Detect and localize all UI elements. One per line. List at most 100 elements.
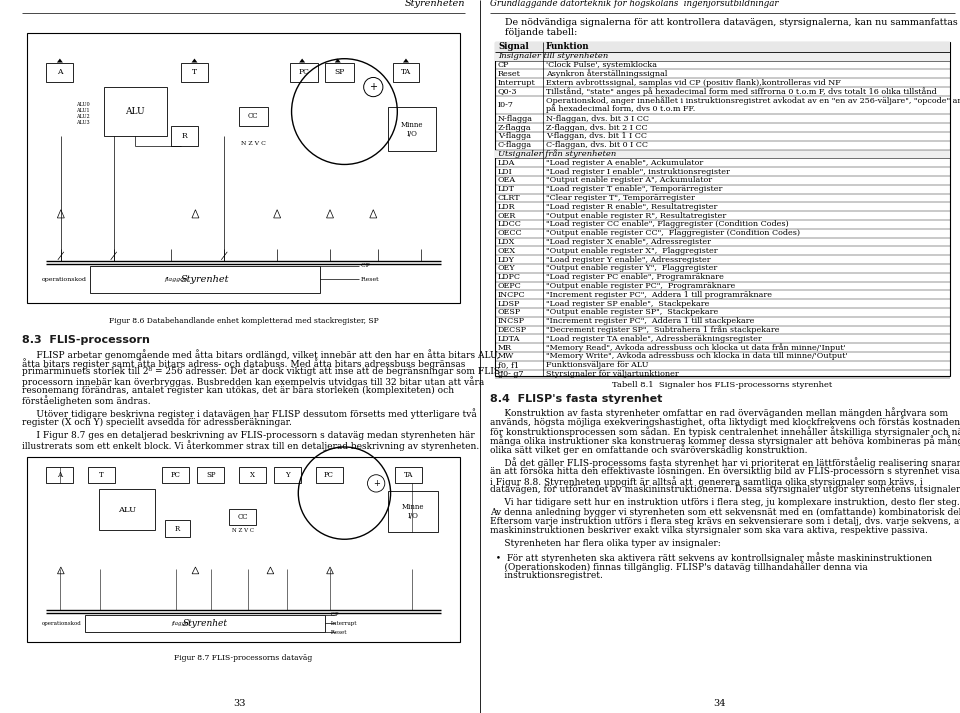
Text: Minne
I/O: Minne I/O xyxy=(400,120,423,138)
Text: "Clear register T", Temporärregister: "Clear register T", Temporärregister xyxy=(546,194,695,202)
Text: LDX: LDX xyxy=(498,238,516,246)
Text: flaggor: flaggor xyxy=(165,277,187,282)
Bar xyxy=(181,63,208,82)
Bar xyxy=(275,467,301,483)
Text: förståeligheten som ändras.: förståeligheten som ändras. xyxy=(22,395,151,406)
Bar xyxy=(239,107,268,126)
Text: register (X och Y) speciellt avsedda för adressberäkningar.: register (X och Y) speciellt avsedda för… xyxy=(22,417,292,426)
Text: Minne
I/O: Minne I/O xyxy=(401,503,424,520)
Text: "Output enable register PC",  Programräknare: "Output enable register PC", Programräkn… xyxy=(546,282,735,290)
Text: R: R xyxy=(182,132,188,140)
Text: g0- g7: g0- g7 xyxy=(498,370,523,378)
Text: OEPC: OEPC xyxy=(498,282,521,290)
Text: CP: CP xyxy=(498,61,510,69)
Text: OEA: OEA xyxy=(498,176,516,185)
Text: LDTA: LDTA xyxy=(498,335,520,343)
Bar xyxy=(388,107,436,151)
Text: åtta bitars register samt åtta bitars adress- och databuss. Med åtta bitars adre: åtta bitars register samt åtta bitars ad… xyxy=(22,358,466,369)
Text: INCSP: INCSP xyxy=(498,317,525,325)
Text: ALU0
ALU1
ALU2
ALU3: ALU0 ALU1 ALU2 ALU3 xyxy=(76,102,89,125)
Text: Då det gäller FLIS-processoms fasta styrenhet har vi prioriterat en lättförståel: Då det gäller FLIS-processoms fasta styr… xyxy=(490,458,960,468)
Text: Interrupt: Interrupt xyxy=(498,78,536,86)
Bar xyxy=(316,467,343,483)
Text: A: A xyxy=(58,471,62,479)
Text: många olika instruktioner ska konstrueras kommer dessa styrsignaler att behöva k: många olika instruktioner ska konstruera… xyxy=(490,435,960,446)
Bar xyxy=(162,467,189,483)
Text: "Load register TA enable", Adressberäkningsregister: "Load register TA enable", Adressberäkni… xyxy=(546,335,761,343)
Text: processorn innebär kan överbryggas. Busbredden kan exempelvis utvidgas till 32 b: processorn innebär kan överbryggas. Busb… xyxy=(22,376,484,387)
Text: resonemang förändras, antalet register kan utökas, det är bara storleken (komple: resonemang förändras, antalet register k… xyxy=(22,386,454,395)
Text: följande tabell:: följande tabell: xyxy=(505,28,577,37)
Text: "Output enable register Y",  Flaggregister: "Output enable register Y", Flaggregiste… xyxy=(546,265,717,272)
Text: CC: CC xyxy=(248,113,258,120)
Text: LDY: LDY xyxy=(498,255,515,264)
Text: CLRT: CLRT xyxy=(498,194,520,202)
Text: V-flagga: V-flagga xyxy=(498,133,531,140)
Text: CP: CP xyxy=(359,263,370,268)
Text: flaggor: flaggor xyxy=(171,621,191,626)
Text: T: T xyxy=(192,68,197,76)
Text: V-flaggan, dvs. bit 1 I CC: V-flaggan, dvs. bit 1 I CC xyxy=(546,133,647,140)
Text: SP: SP xyxy=(334,68,345,76)
Bar xyxy=(388,491,438,532)
Bar xyxy=(99,489,156,530)
Text: N-flaggan, dvs. bit 3 I CC: N-flaggan, dvs. bit 3 I CC xyxy=(546,115,649,123)
Text: •  För att styrenheten ska aktivera rätt sekvens av kontrollsignaler måste maski: • För att styrenheten ska aktivera rätt … xyxy=(490,552,932,563)
Text: Asynkron återställningssignal: Asynkron återställningssignal xyxy=(546,69,667,78)
Text: Utöver tidigare beskrivna register i datavägen har FLISP dessutom försetts med y: Utöver tidigare beskrivna register i dat… xyxy=(22,409,477,419)
Text: Reset: Reset xyxy=(359,277,378,282)
Text: I Figur 8.7 ges en detaljerad beskrivning av FLIS-processorn s dataväg medan sty: I Figur 8.7 ges en detaljerad beskrivnin… xyxy=(22,431,475,440)
Text: Reset: Reset xyxy=(498,70,521,78)
Text: på hexadecimal form, dvs 0 t.o.m FF.: på hexadecimal form, dvs 0 t.o.m FF. xyxy=(546,105,695,113)
Text: Insignaler till styrenheten: Insignaler till styrenheten xyxy=(498,52,609,60)
Text: LDA: LDA xyxy=(498,159,516,167)
Text: C-flagga: C-flagga xyxy=(498,141,532,149)
Text: Q0-3: Q0-3 xyxy=(498,88,517,96)
Text: N-flagga: N-flagga xyxy=(498,115,533,123)
Text: "Load register Y enable", Adressregister: "Load register Y enable", Adressregister xyxy=(546,255,710,264)
Text: "Decrement register SP",  Subtrahera 1 från stackpekare: "Decrement register SP", Subtrahera 1 fr… xyxy=(546,326,780,334)
Text: R: R xyxy=(175,525,180,533)
Text: CP: CP xyxy=(329,612,339,617)
Text: Extern avbrottssignal, samplas vid CP (positiv flank),kontrolleras vid NF: Extern avbrottssignal, samplas vid CP (p… xyxy=(546,78,841,86)
Text: OEY: OEY xyxy=(498,265,516,272)
Polygon shape xyxy=(335,58,341,63)
Bar xyxy=(239,467,266,483)
Text: OESP: OESP xyxy=(498,309,521,317)
Text: Figur 8.7 FLIS-processorns dataväg: Figur 8.7 FLIS-processorns dataväg xyxy=(175,654,313,662)
Text: operationskod: operationskod xyxy=(41,277,86,282)
Bar xyxy=(84,615,325,632)
Text: f0, f1: f0, f1 xyxy=(498,361,519,369)
Text: Y: Y xyxy=(285,471,290,479)
Bar xyxy=(393,63,420,82)
Polygon shape xyxy=(300,58,305,63)
Text: PC: PC xyxy=(299,68,309,76)
Text: MR: MR xyxy=(498,344,512,352)
Text: OEX: OEX xyxy=(498,247,516,255)
Text: används, högsta möjliga exekveringshastighet, ofta liktydigt med klockfrekvens o: används, högsta möjliga exekveringshasti… xyxy=(490,416,960,427)
Text: "Output enable register CC",  Flaggregister (Condition Codes): "Output enable register CC", Flaggregist… xyxy=(546,229,800,237)
Text: SP: SP xyxy=(206,471,216,479)
Text: OECC: OECC xyxy=(498,229,522,237)
Text: Vi har tidigare sett hur en instruktion utförs i flera steg, ju komplexare instr: Vi har tidigare sett hur en instruktion … xyxy=(490,498,960,507)
Text: Interrupt: Interrupt xyxy=(329,621,356,626)
Bar xyxy=(396,467,422,483)
Text: "Increment register PC",  Addera 1 till programräknare: "Increment register PC", Addera 1 till p… xyxy=(546,291,772,299)
Text: instruktionsregistret.: instruktionsregistret. xyxy=(490,570,603,580)
Text: TA: TA xyxy=(404,471,414,479)
Text: maskininstruktionen beskriver exakt vilka styrsignaler som ska vara aktiva, resp: maskininstruktionen beskriver exakt vilk… xyxy=(490,525,928,535)
Text: Utsignaler från styrenheten: Utsignaler från styrenheten xyxy=(498,150,616,158)
Text: N Z V C: N Z V C xyxy=(241,141,266,146)
Text: LDCC: LDCC xyxy=(498,220,522,228)
Bar xyxy=(480,0,960,713)
Bar xyxy=(46,467,73,483)
Bar xyxy=(325,63,354,82)
Bar xyxy=(0,0,480,713)
Text: "Output enable register SP",  Stackpekare: "Output enable register SP", Stackpekare xyxy=(546,309,718,317)
Text: Styrenheten har flera olika typer av insignaler:: Styrenheten har flera olika typer av ins… xyxy=(490,539,721,548)
Text: De nödvändiga signalerna för att kontrollera datavägen, styrsignalerna, kan nu s: De nödvändiga signalerna för att kontrol… xyxy=(505,18,960,27)
Text: "Load register A enable", Ackumulator: "Load register A enable", Ackumulator xyxy=(546,159,704,167)
Text: FLISP arbetar genomgående med åtta bitars ordlängd, vilket innebär att den har e: FLISP arbetar genomgående med åtta bitar… xyxy=(22,349,499,360)
Text: illustrerats som ett enkelt block. Vi återkommer strax till en detaljerad beskri: illustrerats som ett enkelt block. Vi åt… xyxy=(22,440,479,451)
Text: N Z V C: N Z V C xyxy=(231,528,253,533)
